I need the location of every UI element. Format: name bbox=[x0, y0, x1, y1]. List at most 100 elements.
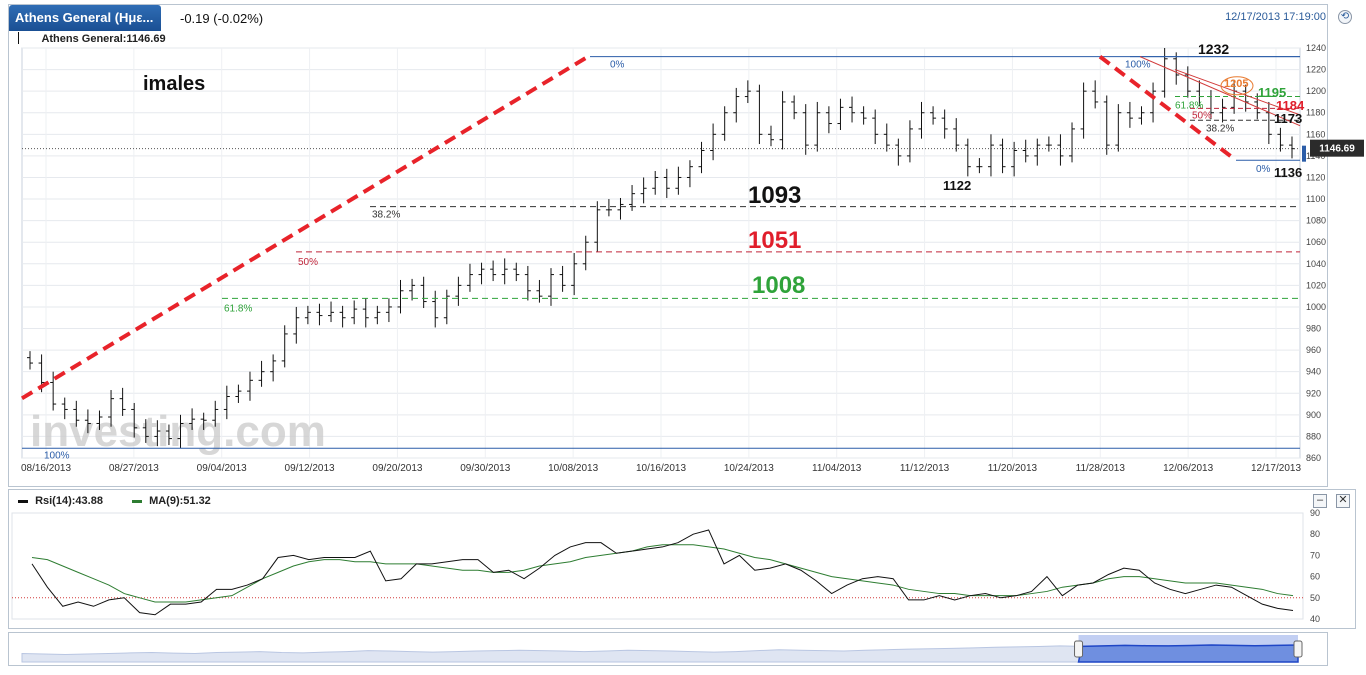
x-tick-label: 09/20/2013 bbox=[372, 463, 422, 474]
annotation-label: 1122 bbox=[943, 178, 971, 193]
ohlc-bar bbox=[652, 171, 659, 195]
y-tick-label: 880 bbox=[1306, 431, 1321, 441]
ohlc-bar bbox=[582, 235, 589, 271]
ohlc-bar bbox=[212, 400, 219, 427]
ohlc-bar bbox=[756, 84, 763, 145]
annotation-label: 1136 bbox=[1274, 165, 1302, 180]
ohlc-bar bbox=[640, 177, 647, 204]
ohlc-bar bbox=[1173, 52, 1180, 85]
ohlc-bar bbox=[61, 397, 68, 420]
overview-chart[interactable] bbox=[0, 632, 1366, 668]
instrument-tab[interactable]: Athens General (Ημε... bbox=[9, 5, 161, 31]
ohlc-bar bbox=[1138, 106, 1145, 125]
ohlc-bar bbox=[849, 96, 856, 123]
ohlc-bar bbox=[293, 306, 300, 344]
overview-selected-area bbox=[1077, 644, 1299, 663]
fib-right-label-0: 0% bbox=[1256, 164, 1271, 175]
ohlc-bar bbox=[802, 104, 809, 155]
rsi-minimize-button[interactable]: – bbox=[1313, 494, 1327, 508]
last-price-tag-label: 1146.69 bbox=[1319, 144, 1355, 155]
ohlc-bar bbox=[536, 279, 543, 303]
ohlc-bar bbox=[883, 123, 890, 152]
ohlc-bar bbox=[443, 289, 450, 325]
ohlc-bar bbox=[1069, 122, 1076, 163]
rsi-chart[interactable]: 40 50 60 70 80 90 bbox=[0, 489, 1366, 629]
ohlc-bar bbox=[779, 91, 786, 150]
ohlc-bar bbox=[420, 276, 427, 309]
highlight-circle bbox=[1220, 76, 1254, 96]
ohlc-bar bbox=[987, 134, 994, 177]
fib-left-label-382: 38.2% bbox=[372, 210, 400, 221]
ohlc-bar bbox=[744, 80, 751, 104]
y-tick-label: 1040 bbox=[1306, 259, 1326, 269]
y-tick-label: 900 bbox=[1306, 410, 1321, 420]
ohlc-bar bbox=[791, 95, 798, 120]
ohlc-bar bbox=[999, 138, 1006, 174]
annotation-label: 1093 bbox=[748, 182, 801, 209]
overview-drag-handle[interactable] bbox=[1074, 640, 1084, 658]
ohlc-bar bbox=[478, 262, 485, 285]
ohlc-bar bbox=[432, 290, 439, 328]
price-change: -0.19 (-0.02%) bbox=[180, 11, 264, 26]
ohlc-bar bbox=[1022, 139, 1029, 163]
ohlc-bar bbox=[605, 199, 612, 217]
y-tick-label: 1020 bbox=[1306, 280, 1326, 290]
ohlc-bar bbox=[409, 278, 416, 301]
overview-drag-handle[interactable] bbox=[1293, 640, 1303, 658]
x-tick-label: 12/17/2013 bbox=[1251, 463, 1301, 474]
x-tick-label: 08/27/2013 bbox=[109, 463, 159, 474]
rsi-close-button[interactable]: ✕ bbox=[1336, 494, 1350, 508]
ohlc-bar bbox=[142, 419, 149, 443]
ohlc-bar bbox=[1080, 82, 1087, 139]
ohlc-bar bbox=[571, 253, 578, 296]
ohlc-bar bbox=[814, 101, 821, 152]
fib-right-label-382: 38.2% bbox=[1206, 123, 1234, 134]
ohlc-bar bbox=[964, 138, 971, 177]
rsi-y-tick-label: 60 bbox=[1310, 572, 1320, 582]
ohlc-bar bbox=[246, 371, 253, 401]
rsi-y-tick-label: 50 bbox=[1310, 593, 1320, 603]
ohlc-bar bbox=[258, 360, 265, 387]
y-tick-label: 1200 bbox=[1306, 86, 1326, 96]
rsi-y-tick-label: 70 bbox=[1310, 550, 1320, 560]
ohlc-bar bbox=[362, 298, 369, 328]
ohlc-bar-icon bbox=[18, 31, 27, 44]
main-legend-text: Athens General:1146.69 bbox=[41, 33, 166, 45]
y-tick-label: 1220 bbox=[1306, 65, 1326, 75]
x-tick-label: 11/12/2013 bbox=[900, 463, 950, 474]
channel-line-lower bbox=[1174, 69, 1301, 116]
ohlc-bar bbox=[1011, 141, 1018, 177]
fib-right-label-50: 50% bbox=[1192, 110, 1212, 121]
y-tick-label: 1060 bbox=[1306, 237, 1326, 247]
x-tick-label: 10/16/2013 bbox=[636, 463, 686, 474]
y-tick-label: 1120 bbox=[1306, 172, 1325, 182]
ohlc-bar bbox=[84, 409, 91, 434]
annotation-label: 1008 bbox=[752, 272, 805, 299]
x-tick-label: 11/28/2013 bbox=[1076, 463, 1126, 474]
x-tick-label: 10/08/2013 bbox=[548, 463, 598, 474]
rsi-legend-icon bbox=[18, 499, 28, 503]
fib-left-label-50: 50% bbox=[298, 257, 318, 268]
fib-left-label-100: 100% bbox=[44, 450, 70, 461]
downtrend-line bbox=[1098, 55, 1238, 162]
ma-legend-text: MA(9):51.32 bbox=[149, 495, 211, 507]
ohlc-bar bbox=[513, 262, 520, 282]
x-tick-label: 09/04/2013 bbox=[197, 463, 247, 474]
ohlc-bar bbox=[119, 387, 126, 416]
ohlc-bar bbox=[825, 106, 832, 134]
x-tick-label: 08/16/2013 bbox=[21, 463, 71, 474]
refresh-icon[interactable]: ⟲ bbox=[1338, 10, 1352, 24]
fib-right-label-618: 61.8% bbox=[1175, 101, 1203, 112]
ohlc-bar bbox=[165, 424, 172, 446]
ohlc-bar bbox=[524, 265, 531, 301]
annotation-label: imales bbox=[143, 73, 205, 95]
y-tick-label: 920 bbox=[1306, 388, 1321, 398]
ohlc-bar bbox=[339, 305, 346, 328]
y-tick-label: 1080 bbox=[1306, 216, 1326, 226]
last-price-marker bbox=[1302, 145, 1306, 162]
ohlc-bar bbox=[860, 106, 867, 125]
ohlc-bar bbox=[304, 305, 311, 325]
price-chart[interactable]: 860 880 900 920 940 960 980 1000 1020 1040 1060 108… bbox=[0, 0, 1366, 490]
x-tick-label: 10/24/2013 bbox=[724, 463, 774, 474]
ohlc-bar bbox=[895, 138, 902, 166]
